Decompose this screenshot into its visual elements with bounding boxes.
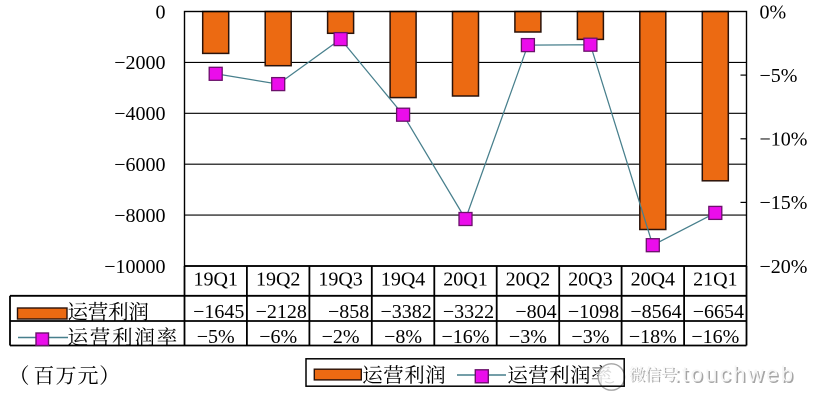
- svg-text:touchweb: touchweb: [682, 362, 795, 387]
- svg-text:−2128: −2128: [256, 301, 307, 323]
- svg-text:−15%: −15%: [760, 192, 808, 214]
- svg-text:0: 0: [156, 1, 166, 23]
- svg-text:touchweb: touchweb: [684, 363, 797, 388]
- svg-text:21Q1: 21Q1: [693, 269, 737, 291]
- svg-text:−4000: −4000: [114, 103, 165, 125]
- svg-text:−1645: −1645: [193, 301, 244, 323]
- svg-text:−3%: −3%: [571, 326, 609, 348]
- svg-text:−16%: −16%: [442, 326, 490, 348]
- svg-text:−858: −858: [328, 301, 369, 323]
- svg-text:−1098: −1098: [568, 301, 619, 323]
- svg-text:−3382: −3382: [381, 301, 432, 323]
- svg-text:−8564: −8564: [630, 301, 681, 323]
- svg-text:−3322: −3322: [443, 301, 494, 323]
- svg-text:−18%: −18%: [629, 326, 677, 348]
- svg-text:−6654: −6654: [693, 301, 744, 323]
- svg-text:0%: 0%: [760, 1, 787, 23]
- svg-text:−2000: −2000: [114, 52, 165, 74]
- svg-text:20Q1: 20Q1: [443, 269, 487, 291]
- svg-text:−10%: −10%: [760, 129, 808, 151]
- svg-text:20Q2: 20Q2: [506, 269, 550, 291]
- svg-text:−8000: −8000: [114, 205, 165, 227]
- svg-text:−8%: −8%: [384, 326, 422, 348]
- svg-text:−6000: −6000: [114, 154, 165, 176]
- svg-text:20Q4: 20Q4: [631, 269, 675, 291]
- svg-text:−20%: −20%: [760, 256, 808, 278]
- svg-text:19Q1: 19Q1: [193, 269, 237, 291]
- svg-text:−16%: −16%: [691, 326, 739, 348]
- svg-text:19Q3: 19Q3: [318, 269, 362, 291]
- svg-text:−6%: −6%: [259, 326, 297, 348]
- svg-text:−804: −804: [515, 301, 556, 323]
- svg-text:19Q4: 19Q4: [381, 269, 425, 291]
- svg-text:−2%: −2%: [322, 326, 360, 348]
- svg-text:−5%: −5%: [197, 326, 235, 348]
- svg-text:19Q2: 19Q2: [256, 269, 300, 291]
- svg-text:20Q3: 20Q3: [568, 269, 612, 291]
- svg-text::: :: [674, 362, 680, 387]
- svg-text:−3%: −3%: [509, 326, 547, 348]
- svg-text:−5%: −5%: [760, 65, 798, 87]
- svg-text::: :: [676, 363, 682, 388]
- svg-text:−10000: −10000: [104, 256, 165, 278]
